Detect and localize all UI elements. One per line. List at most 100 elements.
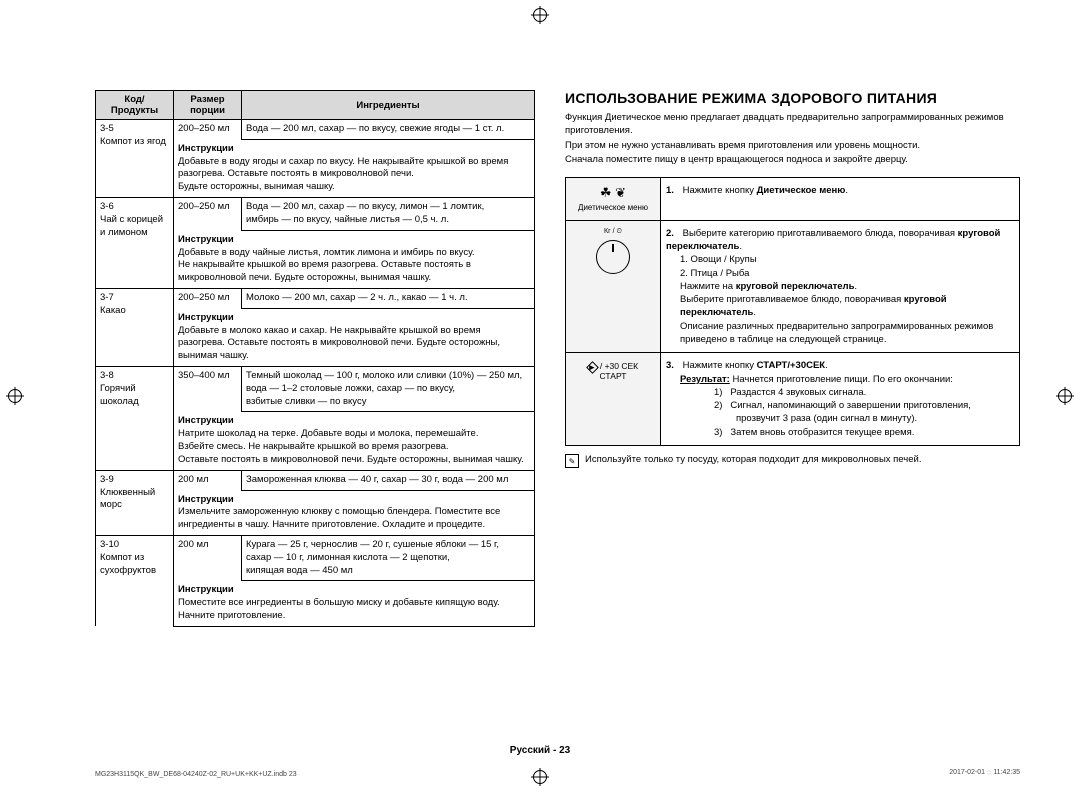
step3-text: 3. Нажмите кнопку СТАРТ/+30СЕК. Результа… <box>661 353 1020 446</box>
intro-line: При этом не нужно устанавливать время пр… <box>565 140 1020 153</box>
note-text: Используйте только ту посуду, которая по… <box>585 454 921 465</box>
size-cell: 350–400 мл <box>174 367 242 412</box>
registration-mark-right <box>1058 389 1072 403</box>
instructions-label: Инструкции <box>178 494 234 505</box>
text: . <box>753 307 756 318</box>
recipe-table: Код/ Продукты Размер порции Ингредиенты … <box>95 90 535 627</box>
note: ✎ Используйте только ту посуду, которая … <box>565 454 1020 468</box>
table-row: 3-8Горячий шоколад350–400 млТемный шокол… <box>96 367 535 412</box>
text: . <box>854 281 857 292</box>
text: Начнется приготовление пищи. По его окон… <box>730 374 953 385</box>
instructions-text: Добавьте в воду чайные листья, ломтик ли… <box>178 247 475 284</box>
code-cell: 3-10Компот из сухофруктов <box>96 535 174 626</box>
step-row-3: ▶/ +30 СЕК СТАРТ 3. Нажмите кнопку СТАРТ… <box>566 353 1020 446</box>
page-footer: Русский - 23 <box>0 745 1080 756</box>
instructions-cell: Инструкции Поместите все ингредиенты в бо… <box>174 581 535 626</box>
num: 3) <box>714 427 730 438</box>
bold: круговой переключатель <box>736 281 855 292</box>
text: Описание различных предварительно запрог… <box>666 320 1014 347</box>
instructions-cell: ИнструкцииДобавьте в воду чайные листья,… <box>174 230 535 288</box>
size-cell: 200 мл <box>174 470 242 490</box>
code-cell: 3-8Горячий шоколад <box>96 367 174 471</box>
instructions-label: Инструкции <box>178 415 234 426</box>
code-cell: 3-7Какао <box>96 288 174 366</box>
intro-line: Сначала поместите пищу в центр вращающег… <box>565 154 1020 167</box>
start-icon: ▶/ +30 СЕК СТАРТ <box>571 361 655 381</box>
steps-table: ☘ ❦ Диетическое меню 1. Нажмите кнопку Д… <box>565 177 1020 446</box>
step2-text: 2. Выберите категорию приготавливаемого … <box>661 220 1020 353</box>
instructions-cell: Инструкции Добавьте в молоко какао и саха… <box>174 308 535 366</box>
code-cell: 3-9Клюквенный морс <box>96 470 174 535</box>
instructions-label: Инструкции <box>178 143 234 154</box>
step-number: 2. <box>666 227 680 240</box>
step2-icon-cell: Кг / ⏲ <box>566 220 661 353</box>
text: Раздастся 4 звуковых сигнала. <box>730 387 866 398</box>
step1-text: 1. Нажмите кнопку Диетическое меню. <box>661 178 1020 220</box>
col-code: Код/ Продукты <box>96 91 174 120</box>
instructions-cell: ИнструкцииИзмельчите замороженную клюкву… <box>174 490 535 535</box>
text: Нажмите на <box>680 281 736 292</box>
size-cell: 200 мл <box>174 535 242 580</box>
instructions-label: Инструкции <box>178 584 234 595</box>
dial-top-label: Кг / ⏲ <box>571 227 655 237</box>
step3-icon-cell: ▶/ +30 СЕК СТАРТ <box>566 353 661 446</box>
instructions-text: Поместите все ингредиенты в большую миск… <box>178 597 500 621</box>
registration-mark-left <box>8 389 22 403</box>
ingredients-cell: Темный шоколад — 100 г, молоко или сливк… <box>242 367 535 412</box>
code-cell: 3-5Компот из ягод <box>96 120 174 198</box>
text: Выберите приготавливаемое блюдо, поворач… <box>680 294 904 305</box>
size-cell: 200–250 мл <box>174 288 242 308</box>
instructions-cell: Инструкции Добавьте в воду ягоды и сахар … <box>174 139 535 197</box>
intro-text: Функция Диетическое меню предлагает двад… <box>565 112 1020 167</box>
footer-page: 23 <box>559 745 570 756</box>
num: 2) <box>714 400 730 411</box>
note-icon: ✎ <box>565 454 579 468</box>
text: СТАРТ <box>600 371 627 381</box>
result-label: Результат: <box>680 374 730 385</box>
registration-mark-top <box>533 8 547 22</box>
step-number: 1. <box>666 184 680 197</box>
ingredients-cell: Курага — 25 г, чернослив — 20 г, сушеные… <box>242 535 535 580</box>
text: Сигнал, напоминающий о завершении пригот… <box>730 400 971 424</box>
diamond-icon: ▶ <box>586 361 599 374</box>
instructions-cell: Инструкции Натрите шоколад на терке. Доба… <box>174 412 535 470</box>
step-row-2: Кг / ⏲ 2. Выберите категорию приготавлив… <box>566 220 1020 353</box>
registration-mark-bottom <box>533 770 547 784</box>
diet-menu-label: Диетическое меню <box>571 202 655 213</box>
table-row: 3-10Компот из сухофруктов200 млКурага — … <box>96 535 535 580</box>
instructions-text: Добавьте в воду ягоды и сахар по вкусу. … <box>178 156 508 193</box>
ingredients-cell: Молоко — 200 мл, сахар — 2 ч. л., какао … <box>242 288 535 308</box>
instructions-text: Добавьте в молоко какао и сахар. Не накр… <box>178 325 500 362</box>
instructions-text: Натрите шоколад на терке. Добавьте воды … <box>178 428 524 465</box>
step-number: 3. <box>666 359 680 372</box>
dial-icon <box>596 240 630 274</box>
table-row: 3-9Клюквенный морс200 млЗамороженная клю… <box>96 470 535 490</box>
table-row: 3-6Чай с корицей и лимоном200–250 млВода… <box>96 198 535 231</box>
text: Затем вновь отобразится текущее время. <box>730 427 914 438</box>
bold: Диетическое меню <box>757 185 846 196</box>
table-row: 3-5Компот из ягод200–250 млВода — 200 мл… <box>96 120 535 140</box>
instructions-label: Инструкции <box>178 312 234 323</box>
healthy-mode-section: ИСПОЛЬЗОВАНИЕ РЕЖИМА ЗДОРОВОГО ПИТАНИЯ Ф… <box>565 90 1020 627</box>
bold: СТАРТ/+30СЕК <box>757 360 825 371</box>
col-size: Размер порции <box>174 91 242 120</box>
col-ingredients: Ингредиенты <box>242 91 535 120</box>
text: . <box>845 185 848 196</box>
text: . <box>825 360 828 371</box>
step1-icon-cell: ☘ ❦ Диетическое меню <box>566 178 661 220</box>
text: Нажмите кнопку <box>683 360 757 371</box>
table-row: 3-7Какао200–250 млМолоко — 200 мл, сахар… <box>96 288 535 308</box>
code-cell: 3-6Чай с корицей и лимоном <box>96 198 174 289</box>
section-title: ИСПОЛЬЗОВАНИЕ РЕЖИМА ЗДОРОВОГО ПИТАНИЯ <box>565 90 1020 106</box>
size-cell: 200–250 мл <box>174 198 242 231</box>
intro-line: Функция Диетическое меню предлагает двад… <box>565 112 1020 138</box>
ingredients-cell: Вода — 200 мл, сахар — по вкусу, лимон —… <box>242 198 535 231</box>
text: . <box>739 241 742 252</box>
num: 1) <box>714 387 730 398</box>
text: / +30 СЕК <box>600 361 638 371</box>
doc-meta-right: 2017-02-01 ᜀ 11:42:35 <box>949 768 1020 778</box>
ingredients-cell: Вода — 200 мл, сахар — по вкусу, свежие … <box>242 120 535 140</box>
recipe-table-section: Код/ Продукты Размер порции Ингредиенты … <box>95 90 535 627</box>
option: 2. Птица / Рыба <box>666 267 1014 280</box>
doc-meta-left: MG23H3115QK_BW_DE68-04240Z-02_RU+UK+KK+U… <box>95 771 297 778</box>
